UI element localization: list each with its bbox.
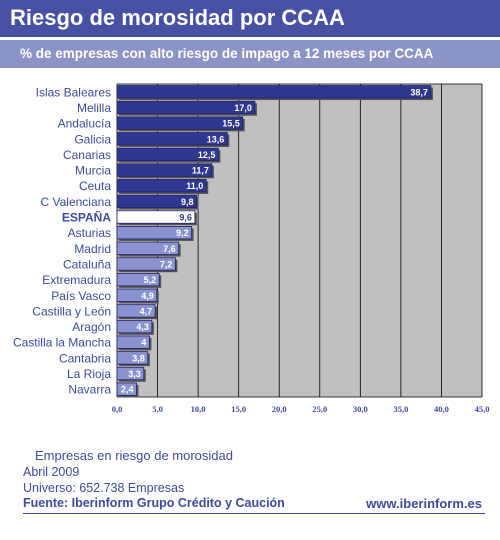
bar-value-label: 15,5	[222, 119, 240, 129]
bar	[116, 366, 145, 381]
bar-value-label: 4	[141, 338, 146, 348]
x-tick-label: 10,0	[191, 404, 206, 414]
bar-value-label: 4,3	[136, 322, 149, 332]
bar	[116, 241, 180, 255]
bar	[116, 116, 244, 130]
category-label: Canarias	[63, 148, 111, 162]
bar	[116, 194, 197, 209]
bar-value-label: 5,2	[144, 275, 157, 285]
chart-title: Riesgo de morosidad por CCAA	[10, 5, 345, 30]
category-label: País Vasco	[51, 289, 111, 303]
x-tick-label: 20,0	[272, 404, 287, 414]
bar-value-label: 4,9	[141, 291, 154, 301]
category-label: Melilla	[77, 101, 111, 115]
x-tick-label: 5,0	[152, 404, 163, 414]
bar	[116, 257, 176, 271]
footer-source: Fuente: Iberinform Grupo Crédito y Cauci…	[23, 496, 285, 510]
x-tick-label: 30,0	[353, 404, 368, 414]
bar	[116, 304, 156, 318]
category-label: ESPAÑA	[62, 210, 111, 225]
bar-value-label: 12,5	[198, 150, 216, 160]
category-label: Ceuta	[79, 179, 111, 193]
category-label: C Valenciana	[41, 195, 112, 209]
category-label: Cantabria	[59, 351, 111, 365]
bar-value-label: 9,6	[179, 213, 192, 223]
x-tick-label: 35,0	[393, 404, 408, 414]
category-label: Galicia	[74, 132, 111, 146]
x-tick-label: 25,0	[312, 404, 327, 414]
bar-value-label: 9,8	[181, 197, 194, 207]
footer-divider	[23, 513, 485, 514]
bar	[116, 382, 137, 396]
bar-value-label: 13,6	[207, 134, 225, 144]
bar	[116, 100, 256, 115]
footer-website: www.iberinform.es	[366, 496, 482, 511]
category-label: Castilla y León	[32, 304, 111, 318]
bar-value-label: 3,3	[128, 369, 141, 379]
category-label: Cataluña	[63, 257, 111, 271]
bar	[116, 288, 158, 302]
x-tick-label: 15,0	[231, 404, 246, 414]
bar	[116, 351, 149, 365]
bar	[116, 335, 150, 349]
category-label: Islas Baleares	[36, 85, 111, 99]
bar	[116, 85, 432, 99]
category-label: Extremadura	[42, 273, 111, 287]
bar-value-label: 7,2	[160, 259, 173, 269]
chart-subtitle: % de empresas con alto riesgo de impago …	[20, 46, 434, 61]
bar	[116, 272, 160, 287]
footer-note-title: Empresas en riesgo de morosidad	[35, 448, 233, 463]
x-tick-label: 40,0	[434, 404, 449, 414]
footer-note-universe: Universo: 652.738 Empresas	[23, 481, 185, 495]
title-bar: Riesgo de morosidad por CCAA	[0, 0, 500, 37]
category-label: Navarra	[68, 383, 111, 397]
bar	[116, 210, 196, 224]
category-label: Castilla la Mancha	[13, 336, 111, 350]
bar	[116, 132, 228, 146]
bar-value-label: 3,8	[132, 353, 145, 363]
x-tick-label: 0,0	[112, 404, 123, 414]
bar-value-label: 2,4	[121, 385, 134, 395]
subtitle-bar: % de empresas con alto riesgo de impago …	[0, 40, 500, 68]
bar	[116, 163, 213, 177]
bar-value-label: 11,7	[192, 166, 209, 176]
bar	[116, 319, 153, 334]
category-label: La Rioja	[67, 367, 111, 381]
category-label: Aragón	[72, 320, 111, 334]
category-label: Madrid	[74, 242, 111, 256]
bar-value-label: 11,0	[186, 181, 203, 191]
bar-value-label: 38,7	[410, 87, 428, 97]
bar	[116, 179, 207, 193]
bar-value-label: 4,7	[140, 306, 153, 316]
category-label: Murcia	[75, 164, 111, 178]
bar	[116, 226, 193, 240]
bar-value-label: 17,0	[234, 103, 252, 113]
x-tick-label: 45,0	[475, 404, 490, 414]
bar	[116, 147, 219, 162]
bar-value-label: 9,2	[176, 228, 189, 238]
category-label: Asturias	[68, 226, 111, 240]
bar-value-label: 7,6	[163, 244, 176, 254]
bar-chart: 38,7 Islas Baleares 17,0 Melilla 15,5 Andaluc…	[13, 83, 490, 414]
footer-note-date: Abril 2009	[23, 465, 80, 479]
category-label: Andalucía	[58, 117, 112, 131]
